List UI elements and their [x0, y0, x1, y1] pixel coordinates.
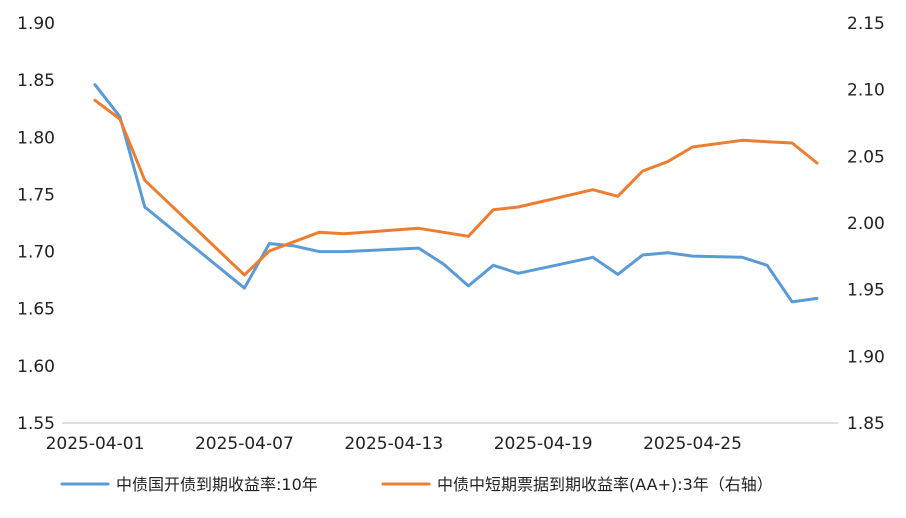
y-right-tick-label: 2.05: [847, 147, 885, 167]
x-tick-label: 2025-04-01: [46, 434, 145, 454]
y-right-tick-label: 2.15: [847, 14, 885, 34]
y-right-tick-label: 1.95: [847, 281, 885, 301]
y-right-tick-label: 1.85: [847, 414, 885, 434]
legend-label-1: 中债国开债到期收益率:10年: [116, 475, 318, 494]
y-left-tick-label: 1.75: [17, 185, 55, 205]
x-tick-label: 2025-04-25: [643, 434, 742, 454]
series-line-2: [93, 98, 819, 277]
y-left-tick-label: 1.70: [17, 243, 55, 263]
y-right-tick-label: 2.10: [847, 81, 885, 101]
y-left-tick-label: 1.60: [17, 357, 55, 377]
y-right-tick-label: 1.90: [847, 347, 885, 367]
y-left-tick-label: 1.55: [17, 414, 55, 434]
axes: 1.90 1.85 1.80 1.75 1.70 1.65 1.60 1.55 2.15 2.10…: [17, 14, 885, 454]
y-left-tick-label: 1.85: [17, 71, 55, 91]
y-left-tick-label: 1.65: [17, 300, 55, 320]
x-tick-label: 2025-04-19: [494, 434, 593, 454]
x-tick-label: 2025-04-13: [344, 434, 443, 454]
series-lines: [93, 83, 819, 304]
legend-label-2: 中债中短期票据到期收益率(AA+):3年（右轴）: [437, 475, 773, 494]
series-line-1: [93, 83, 819, 304]
y-right-tick-label: 2.00: [847, 214, 885, 234]
x-tick-label: 2025-04-07: [195, 434, 294, 454]
y-left-tick-label: 1.80: [17, 128, 55, 148]
y-left-tick-label: 1.90: [17, 14, 55, 34]
legend: 中债国开债到期收益率:10年 中债中短期票据到期收益率(AA+):3年（右轴）: [60, 475, 773, 494]
